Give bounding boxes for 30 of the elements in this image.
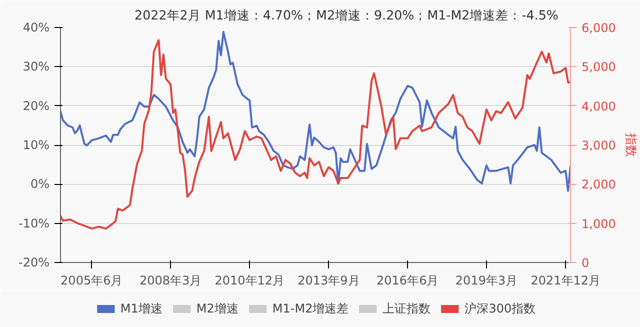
y2-axis-title: 指数 xyxy=(624,132,638,157)
x-tick-label: 2010年12月 xyxy=(214,274,285,288)
x-tick-label: 2013年9月 xyxy=(298,274,360,288)
y2-tick-label: 3,000 xyxy=(582,138,616,152)
x-tick-label: 2016年6月 xyxy=(376,274,439,288)
x-tick-label: 2019年3月 xyxy=(455,274,518,288)
y2-tick-label: 6,000 xyxy=(582,21,616,35)
y2-tick-label: 5,000 xyxy=(582,60,616,74)
y2-tick-label: 1,000 xyxy=(582,216,616,231)
y-tick-label: 20% xyxy=(22,98,50,113)
legend-label: 沪深300指数 xyxy=(464,300,536,317)
line-series xyxy=(60,39,570,230)
legend-label: M1-M2增速差 xyxy=(272,300,349,317)
x-tick-label: 2005年6月 xyxy=(60,274,123,288)
x-tick-label: 2008年3月 xyxy=(140,274,202,288)
legend-label: M1增速 xyxy=(120,300,162,317)
y-tick-label: 30% xyxy=(22,60,50,74)
chart-title: 2022年2月 M1增速：4.70%；M2增速：9.20%；M1-M2增速差：-4.5% xyxy=(134,8,558,22)
y-tick-label: 0% xyxy=(30,177,50,192)
y-tick-label: -10% xyxy=(18,216,50,230)
legend-label: 上证指数 xyxy=(382,300,431,317)
y2-tick-label: 0 xyxy=(582,256,590,270)
y-tick-label: -20% xyxy=(18,256,50,270)
x-tick-label: 2021年12月 xyxy=(530,274,601,288)
y2-tick-label: 4,000 xyxy=(582,99,616,114)
y-tick-label: 10% xyxy=(22,138,50,152)
y-tick-label: 40% xyxy=(22,20,50,34)
y2-tick-label: 2,000 xyxy=(582,178,616,192)
legend-label: M2增速 xyxy=(196,300,238,317)
line-series xyxy=(60,30,570,192)
